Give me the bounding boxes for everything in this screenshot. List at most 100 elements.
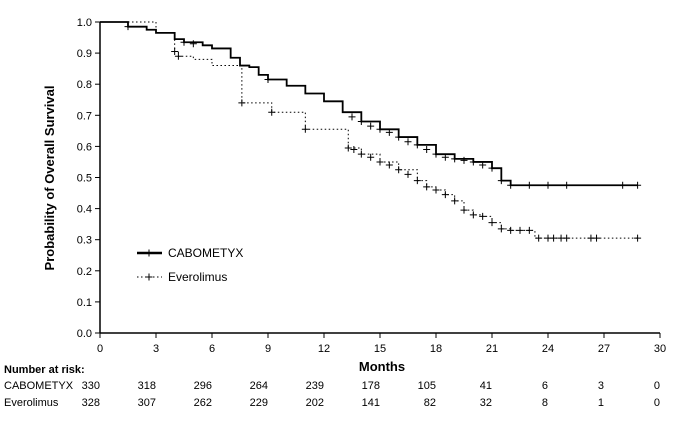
axes [99,22,660,334]
censor-mark [563,181,571,189]
censor-mark [367,153,375,161]
censor-mark [593,234,601,242]
censor-mark [413,177,421,185]
censor-mark [488,164,496,172]
censor-mark [497,225,505,233]
legend-marker [145,273,153,281]
censor-mark [544,181,552,189]
risk-count: 296 [194,380,212,392]
legend-marker [145,249,153,257]
legend-label-everolimus: Everolimus [168,270,227,284]
censor-mark [268,108,276,116]
censor-mark [432,186,440,194]
censor-mark [469,211,477,219]
risk-count: 141 [362,397,380,409]
risk-count: 0 [654,397,660,409]
risk-count: 6 [542,380,548,392]
risk-row-label: Everolimus [4,397,59,409]
x-tick-label: 15 [374,343,386,355]
censor-mark [563,234,571,242]
x-axis-label: Months [359,359,405,374]
risk-count: 3 [598,380,604,392]
x-tick-label: 9 [265,343,271,355]
y-tick-label: 0.0 [77,328,92,340]
risk-count: 330 [82,380,100,392]
y-tick-label: 0.1 [77,297,92,309]
survival-line [100,21,638,187]
censor-mark [357,118,365,126]
y-tick-label: 0.7 [77,110,92,122]
censor-mark [180,38,188,46]
censor-mark [238,99,246,107]
censor-mark [507,226,515,234]
x-tick-label: 12 [318,343,330,355]
number-at-risk-table: Number at risk: CABOMETYX 330 318 296 264 239… [4,364,660,409]
censor-mark [367,122,375,130]
risk-count: 328 [82,397,100,409]
censor-mark [488,219,496,227]
censor-mark [395,166,403,174]
censor-mark [124,23,132,31]
legend-label-cabometyx: CABOMETYX [168,246,243,260]
risk-count: 41 [480,380,492,392]
censor-mark [441,153,449,161]
censor-mark [385,161,393,169]
censor-mark [497,177,505,185]
censor-mark [525,226,533,234]
risk-count: 318 [138,380,156,392]
censor-mark [423,183,431,191]
series-everolimus [100,21,642,242]
survival-line [100,21,638,239]
risk-count: 202 [306,397,324,409]
censor-mark [385,128,393,136]
risk-count: 0 [654,380,660,392]
censor-mark [376,125,384,133]
censor-mark [171,48,179,56]
censor-mark [174,52,182,60]
x-tick-label: 6 [209,343,215,355]
censor-mark [264,76,272,84]
risk-count: 82 [424,397,436,409]
risk-table-title: Number at risk: [4,364,85,376]
risk-count: 8 [542,397,548,409]
censor-mark [634,181,642,189]
risk-count: 262 [194,397,212,409]
censor-mark [451,197,459,205]
risk-count: 264 [250,380,268,392]
y-tick-label: 0.6 [77,141,92,153]
risk-row-label: CABOMETYX [4,380,74,392]
censor-mark [451,155,459,163]
censor-mark [395,133,403,141]
x-tick-label: 30 [654,343,666,355]
censor-mark [376,158,384,166]
censor-mark [404,138,412,146]
censor-mark [516,226,524,234]
censor-mark [404,170,412,178]
censor-mark [344,144,352,152]
censor-mark [535,234,543,242]
censor-mark [479,212,487,220]
censor-mark [423,146,431,154]
censor-mark [432,150,440,158]
series-cabometyx [100,21,642,189]
y-axis-label: Probability of Overall Survival [42,86,57,271]
censor-mark [441,191,449,199]
censor-mark [301,125,309,133]
censor-mark [619,181,627,189]
risk-count: 307 [138,397,156,409]
x-tick-label: 18 [430,343,442,355]
risk-count: 178 [362,380,380,392]
ticks: 0.0 0.1 0.2 0.3 0.4 0.5 0.6 0.7 0.8 0.9 1.0 0 3 6 9 12 1… [77,17,666,355]
censor-mark [350,146,358,154]
censor-mark [189,40,197,48]
x-tick-label: 21 [486,343,498,355]
censor-mark [460,206,468,214]
x-tick-label: 0 [97,343,103,355]
risk-count: 105 [418,380,436,392]
legend: CABOMETYX Everolimus [137,246,243,284]
censor-mark [413,141,421,149]
x-tick-label: 24 [542,343,554,355]
y-tick-label: 0.4 [77,204,92,216]
censor-mark [348,113,356,121]
